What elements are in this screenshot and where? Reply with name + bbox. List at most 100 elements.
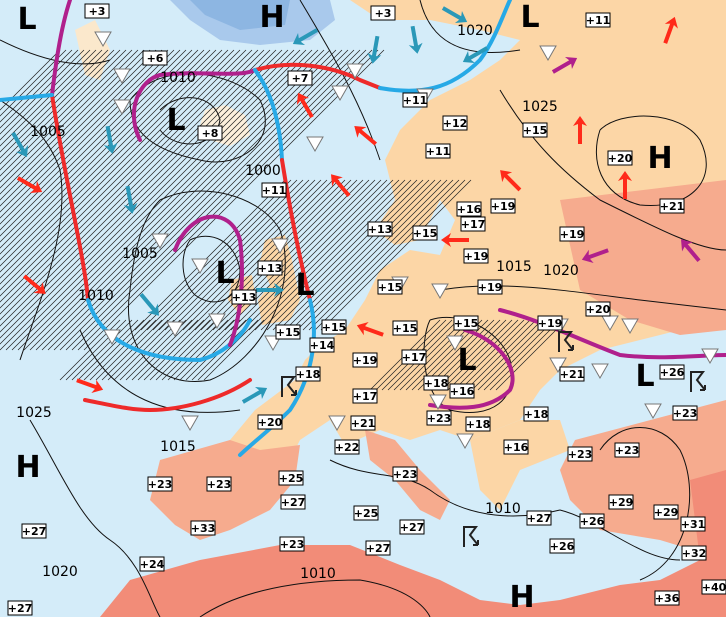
high-pressure-center: H <box>259 0 284 35</box>
hatch-line <box>0 49 193 243</box>
shower-triangle-icon <box>306 136 324 153</box>
shower-triangle-icon <box>346 63 364 80</box>
svg-text:+26: +26 <box>580 515 605 528</box>
svg-text:+15: +15 <box>378 281 403 294</box>
low-pressure-center: L <box>520 0 539 35</box>
hatch-line <box>161 319 223 381</box>
svg-text:+23: +23 <box>673 407 698 420</box>
hatch-line <box>471 319 543 391</box>
temperature-label: +16 <box>503 439 529 455</box>
isobar-label: 1020 <box>457 23 493 39</box>
wind-arrow-icon <box>354 126 378 146</box>
wind-arrow-icon <box>292 28 319 46</box>
svg-text:+20: +20 <box>586 303 611 316</box>
temperature-label: +13 <box>257 260 283 276</box>
occluded-front <box>428 328 515 410</box>
hatch-line <box>0 49 145 195</box>
hatch-line <box>137 319 199 381</box>
wind-arrow-icon <box>139 292 159 316</box>
svg-text:+13: +13 <box>232 291 257 304</box>
hatch-line <box>393 319 465 391</box>
shower-triangle-icon <box>456 433 474 450</box>
wind-arrow-icon <box>356 322 384 337</box>
temperature-label: +23 <box>147 476 173 492</box>
isobar-label: 1010 <box>160 70 196 86</box>
shower-triangle-icon <box>429 394 447 411</box>
isobar-label: 1010 <box>300 566 336 582</box>
temperature-label: +19 <box>463 248 489 264</box>
hatch-line <box>158 179 310 331</box>
svg-text:+11: +11 <box>262 184 287 197</box>
wind-arrow-icon <box>103 125 118 154</box>
isobar-label: 1015 <box>160 439 196 455</box>
svg-text:+29: +29 <box>609 496 634 509</box>
thunderstorm-symbols <box>281 331 706 547</box>
temperature-label: +21 <box>659 198 685 214</box>
temperature-label: +27 <box>365 540 391 556</box>
shower-triangle-icon <box>103 329 121 346</box>
isobar-label: 1000 <box>245 163 281 179</box>
svg-text:+27: +27 <box>22 525 47 538</box>
temperature-label: +27 <box>399 519 425 535</box>
svg-text:+36: +36 <box>655 592 680 605</box>
shower-triangle-icon <box>151 233 169 250</box>
isobar-label: 1025 <box>16 405 52 421</box>
wind-arrow-icon <box>76 378 104 393</box>
svg-text:+27: +27 <box>281 496 306 509</box>
shower-triangle-icon <box>271 238 289 255</box>
svg-text:+25: +25 <box>279 472 304 485</box>
temperature-label: +27 <box>21 523 47 539</box>
svg-text:+8: +8 <box>202 127 219 140</box>
svg-text:+25: +25 <box>354 507 379 520</box>
shower-triangle-icon <box>94 31 112 48</box>
hatch-line <box>83 49 385 351</box>
hatch-line <box>0 49 259 309</box>
low-pressure-center: L <box>635 359 654 394</box>
thunderstorm-icon <box>463 526 479 547</box>
temperature-label: +7 <box>287 70 313 86</box>
hatch-line <box>155 319 217 381</box>
svg-text:+15: +15 <box>413 227 438 240</box>
shower-triangle-icon <box>446 335 464 352</box>
svg-text:+23: +23 <box>615 444 640 457</box>
temperature-label: +19 <box>477 279 503 295</box>
temperature-label: +13 <box>231 289 257 305</box>
isobar-label: 1020 <box>42 564 78 580</box>
svg-text:+40: +40 <box>702 581 726 594</box>
hatch-line <box>447 319 519 391</box>
hatch-line <box>0 49 85 135</box>
svg-text:+23: +23 <box>393 468 418 481</box>
svg-text:+23: +23 <box>207 478 232 491</box>
temperature-label: +31 <box>680 516 706 532</box>
shower-triangle-icon <box>431 283 449 300</box>
temperature-label: +25 <box>278 470 304 486</box>
temperature-label: +16 <box>456 201 482 217</box>
hatch-line <box>236 179 388 331</box>
svg-text:+19: +19 <box>560 228 585 241</box>
temperature-label: +17 <box>352 388 378 404</box>
temperature-label: +40 <box>701 579 726 595</box>
wind-arrow-icon <box>331 174 351 198</box>
hatch-line <box>77 319 139 381</box>
shower-triangle-icon <box>191 258 209 275</box>
hatch-line <box>5 49 307 351</box>
hatch-line <box>230 179 382 331</box>
hatch-line <box>71 49 373 351</box>
wind-arrow-icon <box>367 35 382 64</box>
temperature-label: +18 <box>523 406 549 422</box>
eastern-europe-warm <box>560 180 726 335</box>
thunderstorm-icon <box>558 331 574 352</box>
shower-triangle-icon <box>208 313 226 330</box>
temperature-label: +20 <box>257 414 283 430</box>
hatch-line <box>41 49 343 351</box>
hatch-line <box>0 49 127 177</box>
shower-triangle-icon <box>539 45 557 62</box>
hatch-line <box>278 179 430 331</box>
hatch-line <box>143 319 205 381</box>
shower-triangle-icon <box>701 348 719 365</box>
svg-text:+12: +12 <box>443 117 468 130</box>
temperature-label: +18 <box>295 366 321 382</box>
hatch-line <box>140 179 292 331</box>
svg-text:+18: +18 <box>466 418 491 431</box>
